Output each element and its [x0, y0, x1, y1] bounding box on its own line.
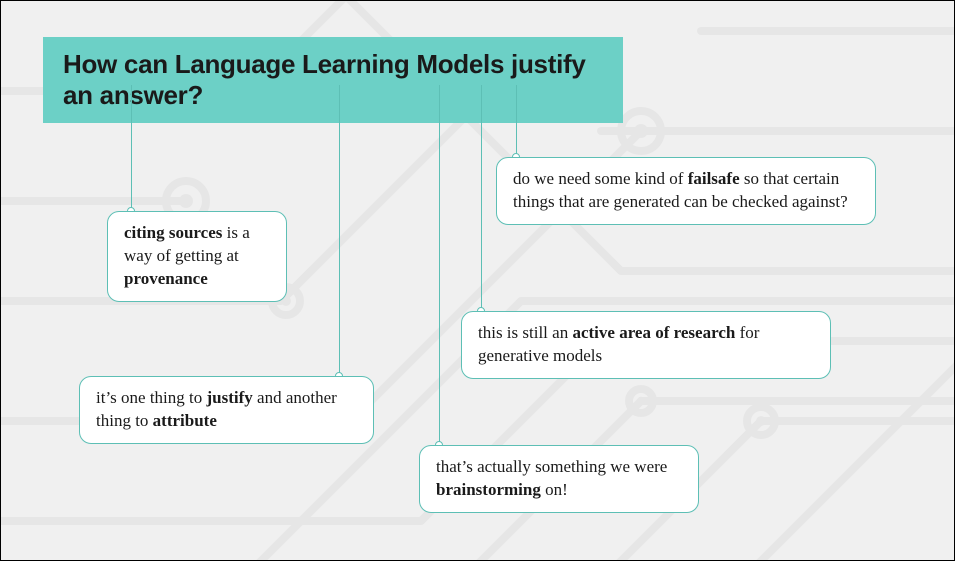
bubble-citing: citing sources is a way of getting at pr…	[107, 211, 287, 302]
bubble-active: this is still an active area of research…	[461, 311, 831, 379]
connector-failsafe	[516, 85, 517, 157]
bubble-text-justify: it’s one thing to justify and another th…	[96, 388, 337, 430]
connector-justify	[339, 85, 340, 376]
bubble-failsafe: do we need some kind of failsafe so that…	[496, 157, 876, 225]
bubble-text-citing: citing sources is a way of getting at pr…	[124, 223, 250, 288]
bubble-text-failsafe: do we need some kind of failsafe so that…	[513, 169, 848, 211]
bubble-justify: it’s one thing to justify and another th…	[79, 376, 374, 444]
bubble-text-active: this is still an active area of research…	[478, 323, 759, 365]
bubble-brainstorm: that’s actually something we were brains…	[419, 445, 699, 513]
connector-active	[481, 85, 482, 311]
infographic-canvas: How can Language Learning Models justify…	[0, 0, 955, 561]
bubble-text-brainstorm: that’s actually something we were brains…	[436, 457, 667, 499]
connector-citing	[131, 85, 132, 211]
title-bar: How can Language Learning Models justify…	[43, 37, 623, 123]
connector-brainstorm	[439, 85, 440, 445]
